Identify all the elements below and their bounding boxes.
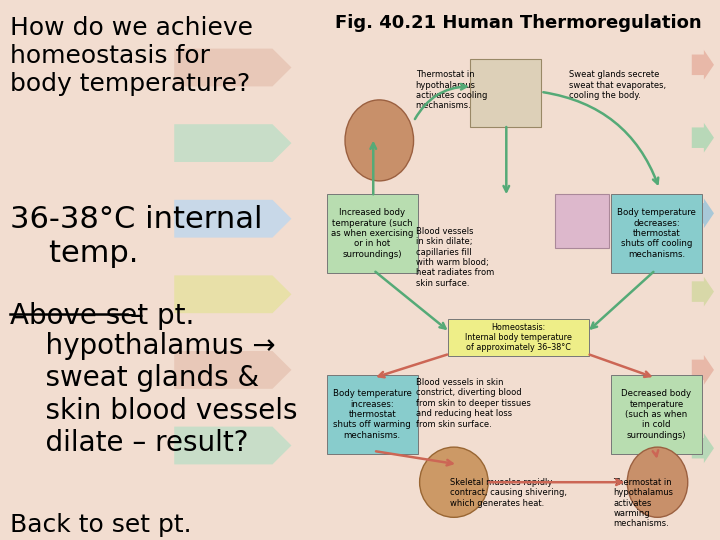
Ellipse shape [420,447,488,517]
FancyArrow shape [692,433,714,463]
FancyBboxPatch shape [611,375,702,454]
FancyArrow shape [174,49,292,86]
Text: hypothalamus →
    sweat glands &
    skin blood vessels
    dilate – result?: hypothalamus → sweat glands & skin blood… [9,332,297,457]
FancyArrow shape [692,355,714,384]
Text: Skeletal muscles rapidly
contract, causing shivering,
which generates heat.: Skeletal muscles rapidly contract, causi… [450,478,567,508]
Text: Blood vessels
in skin dilate;
capillaries fill
with warm blood;
heat radiates fr: Blood vessels in skin dilate; capillarie… [415,227,494,288]
FancyArrow shape [692,276,714,306]
FancyArrow shape [174,200,292,238]
FancyArrow shape [174,351,292,389]
FancyBboxPatch shape [470,59,541,127]
Text: Fig. 40.21 Human Thermoregulation: Fig. 40.21 Human Thermoregulation [335,14,702,31]
FancyBboxPatch shape [327,194,418,273]
Text: Homeostasis:
Internal body temperature
of approximately 36–38°C: Homeostasis: Internal body temperature o… [465,322,572,353]
Text: Decreased body
temperature
(such as when
in cold
surroundings): Decreased body temperature (such as when… [621,389,691,440]
FancyArrow shape [692,50,714,79]
Ellipse shape [627,447,688,517]
Text: 36-38°C internal
    temp.: 36-38°C internal temp. [9,205,262,268]
Text: Above set pt.: Above set pt. [9,302,194,330]
Text: How do we achieve
homeostasis for
body temperature?: How do we achieve homeostasis for body t… [9,16,253,96]
Text: Body temperature
decreases:
thermostat
shuts off cooling
mechanisms.: Body temperature decreases: thermostat s… [617,208,696,259]
Text: Back to set pt.: Back to set pt. [9,513,191,537]
Text: Thermostat in
hypothalamus
activates
warming
mechanisms.: Thermostat in hypothalamus activates war… [613,478,673,529]
FancyArrow shape [692,199,714,228]
Text: –: – [130,302,144,330]
FancyArrow shape [692,123,714,152]
Text: Blood vessels in skin
constrict, diverting blood
from skin to deeper tissues
and: Blood vessels in skin constrict, diverti… [415,378,531,429]
FancyArrow shape [174,124,292,162]
Text: Sweat glands secrete
sweat that evaporates,
cooling the body.: Sweat glands secrete sweat that evaporat… [569,70,666,100]
FancyBboxPatch shape [554,194,609,248]
Text: Body temperature
increases:
thermostat
shuts off warming
mechanisms.: Body temperature increases: thermostat s… [333,389,412,440]
FancyArrow shape [174,275,292,313]
FancyArrow shape [174,427,292,464]
FancyBboxPatch shape [327,375,418,454]
Text: Thermostat in
hypothalamus
activates cooling
mechanisms.: Thermostat in hypothalamus activates coo… [415,70,487,110]
FancyBboxPatch shape [611,194,702,273]
FancyBboxPatch shape [448,319,589,356]
Ellipse shape [345,100,413,181]
Text: Increased body
temperature (such
as when exercising
or in hot
surroundings): Increased body temperature (such as when… [331,208,413,259]
